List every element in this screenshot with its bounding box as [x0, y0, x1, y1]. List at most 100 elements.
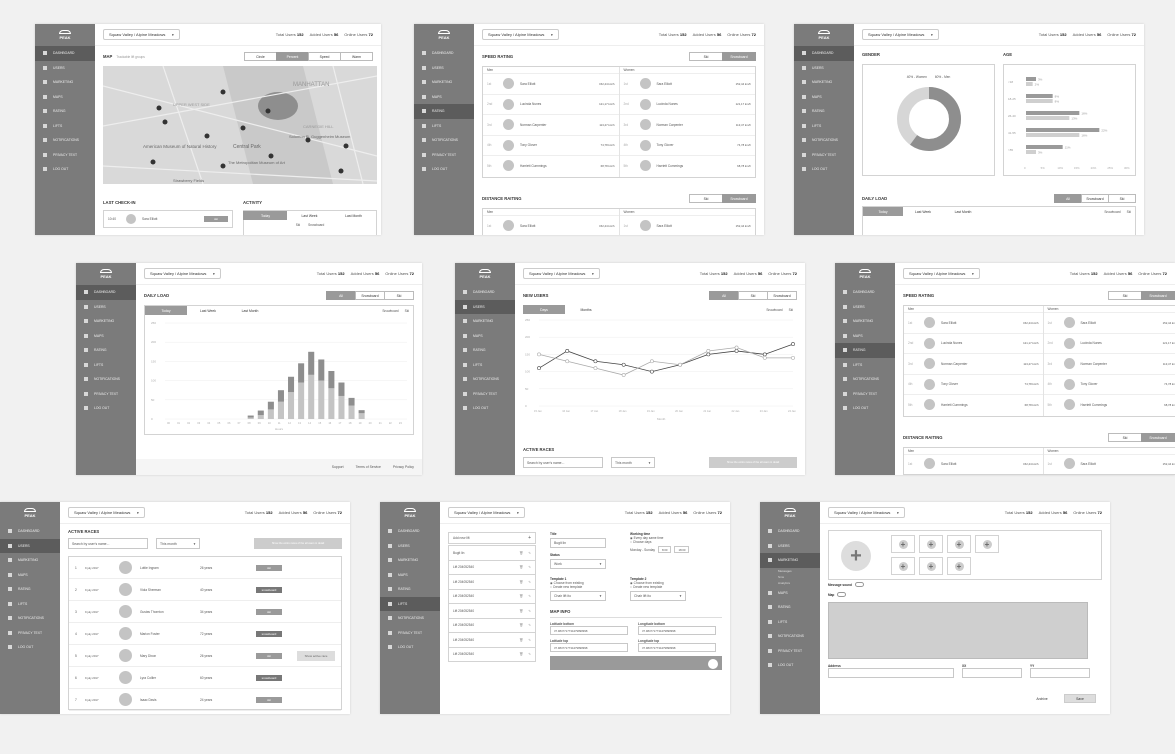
sidebar-sub-analytics[interactable]: Analytics: [778, 580, 791, 585]
sidebar-item-marketing[interactable]: MARKETING: [760, 553, 820, 568]
lift-item[interactable]: Lift 204052540 🗑 ✎: [448, 559, 536, 575]
lift-title-input[interactable]: Bugit lin: [550, 538, 606, 548]
sidebar-item-maps[interactable]: MAPS: [380, 568, 440, 583]
xx-input[interactable]: [962, 668, 1022, 678]
rating-row[interactable]: 3rd Norman Carpenter 113,47 km/h: [483, 114, 619, 135]
sidebar-sub-sms[interactable]: Sms: [778, 574, 784, 579]
resort-select[interactable]: Squaw Valley / Alpine Meadows ▼: [523, 268, 601, 279]
lift-status-select[interactable]: Work ▼: [550, 559, 606, 569]
radio-every-day[interactable]: ◉ Every day same time: [630, 536, 664, 540]
map-tab-percent[interactable]: Percent: [276, 52, 309, 61]
sidebar-item-lifts[interactable]: LIFTS: [76, 358, 136, 373]
yy-input[interactable]: [1030, 668, 1090, 678]
rating-row[interactable]: 3rd Norman Carpenter 113,47 km/h: [1043, 353, 1175, 374]
resort-select[interactable]: Squaw Valley / Alpine Meadows ▼: [144, 268, 222, 279]
sidebar-item-maps[interactable]: MAPS: [35, 90, 95, 105]
archive-button[interactable]: Archive: [1026, 694, 1058, 703]
edit-icon[interactable]: ✎: [528, 652, 531, 657]
distance-toggle-snowboard[interactable]: Snowboard: [722, 194, 756, 203]
checkin-row[interactable]: 10:40 Sara Elliott ski: [103, 210, 233, 228]
sidebar-item-logout[interactable]: LOG OUT: [76, 401, 136, 416]
sidebar-item-users[interactable]: USERS: [794, 61, 854, 76]
sidebar-item-rating[interactable]: RATING: [380, 582, 440, 597]
lat-bottom-input[interactable]: 37.9847717734479898998: [550, 626, 628, 635]
save-button[interactable]: Save: [1064, 694, 1096, 703]
lng-bottom-input[interactable]: 37.9847717734479898998: [638, 626, 716, 635]
sidebar-item-logout[interactable]: LOG OUT: [414, 162, 474, 177]
sidebar-item-lifts[interactable]: LIFTS: [35, 119, 95, 134]
sidebar-item-marketing[interactable]: MARKETING: [76, 314, 136, 329]
nu-period-select[interactable]: This month ▼: [611, 457, 655, 468]
resort-select[interactable]: Squaw Valley / Alpine Meadows ▼: [103, 29, 181, 40]
distance-toggle-ski[interactable]: Ski: [1108, 433, 1142, 442]
add-image-slot[interactable]: +: [891, 557, 915, 575]
rating-row[interactable]: 5th Harriett Cummings 68,78 km/h: [904, 394, 1043, 415]
footer-privacy[interactable]: Privacy Policy: [392, 465, 414, 469]
sidebar-item-privacy[interactable]: PRIVACY TEXT: [760, 644, 820, 659]
lift-map-preview[interactable]: [550, 656, 722, 670]
rating-row[interactable]: 1st Sara Elliott 152,44 km/h: [904, 454, 1043, 472]
rating-row[interactable]: 1st Sara Elliott 152,44 km/h: [619, 73, 755, 94]
sidebar-item-logout[interactable]: LOG OUT: [835, 401, 895, 416]
sidebar-item-notifications[interactable]: NOTIFICATIONS: [76, 372, 136, 387]
nu-toggle-all[interactable]: All: [709, 291, 739, 300]
races-period-select[interactable]: This month ▼: [156, 538, 200, 549]
sidebar-item-privacy[interactable]: PRIVACY TEXT: [0, 626, 60, 641]
dl-tab-week[interactable]: Last Week: [187, 306, 229, 315]
sidebar-item-logout[interactable]: LOG OUT: [794, 162, 854, 177]
rating-toggle-ski[interactable]: Ski: [1108, 291, 1142, 300]
dl-toggle-ski[interactable]: Ski: [384, 291, 414, 300]
sidebar-item-privacy[interactable]: PRIVACY TEXT: [455, 387, 515, 402]
activity-tab-month[interactable]: Last Month: [331, 211, 376, 220]
sidebar-item-users[interactable]: USERS: [35, 61, 95, 76]
sidebar-item-logout[interactable]: LOG OUT: [380, 640, 440, 655]
resort-select[interactable]: Squaw Valley / Alpine Meadows ▼: [862, 29, 940, 40]
load-toggle-ski[interactable]: Ski: [1108, 194, 1136, 203]
edit-icon[interactable]: ✎: [528, 623, 531, 628]
rating-row[interactable]: 1st Sara Elliott 152,44 km/h: [483, 73, 619, 94]
rating-row[interactable]: 2nd Lucinda Nunes 121,17 km/h: [1043, 332, 1175, 354]
sidebar-item-users[interactable]: USERS: [76, 300, 136, 315]
rating-row[interactable]: 2nd Lucinda Nunes 121,17 km/h: [904, 332, 1043, 354]
rating-toggle-snowboard[interactable]: Snowboard: [722, 52, 756, 61]
sidebar-item-rating[interactable]: RATING: [455, 343, 515, 358]
sidebar-item-marketing[interactable]: MARKETING: [35, 75, 95, 90]
address-input[interactable]: [828, 668, 954, 678]
nu-tab-days[interactable]: Days: [523, 305, 565, 314]
table-row[interactable]: 3 9 july 2017 Gustav Thornton 34 years ski: [69, 601, 341, 623]
edit-icon[interactable]: ✎: [528, 637, 531, 642]
sidebar-item-maps[interactable]: MAPS: [835, 329, 895, 344]
sidebar-item-privacy[interactable]: PRIVACY TEXT: [414, 148, 474, 163]
rating-toggle-snowboard[interactable]: Snowboard: [1141, 291, 1175, 300]
sidebar-item-logout[interactable]: LOG OUT: [455, 401, 515, 416]
rating-row[interactable]: 4th Tony Glover 74,78 km/h: [483, 134, 619, 156]
sidebar-item-logout[interactable]: LOG OUT: [0, 640, 60, 655]
sidebar-item-notifications[interactable]: NOTIFICATIONS: [794, 133, 854, 148]
resort-select[interactable]: Squaw Valley / Alpine Meadows ▼: [448, 507, 526, 518]
lift-item[interactable]: Lift 204052540 🗑 ✎: [448, 632, 536, 648]
table-row[interactable]: 4 9 july 2017 Marion Foster 72 years snowboa…: [69, 623, 341, 645]
rating-row[interactable]: 4th Tony Glover 74,78 km/h: [619, 134, 755, 156]
dl-toggle-snowboard[interactable]: Snowboard: [355, 291, 385, 300]
dl-toggle-all[interactable]: All: [326, 291, 356, 300]
lat-top-input[interactable]: 37.9847717734479898998: [550, 643, 628, 652]
message-sound-toggle[interactable]: [854, 582, 864, 587]
time-to-select[interactable]: 18:00: [674, 546, 690, 553]
trash-icon[interactable]: 🗑: [519, 550, 524, 555]
radio-choose-days[interactable]: ○ Choose days: [630, 540, 652, 544]
add-image-slot[interactable]: +: [919, 557, 943, 575]
resort-select[interactable]: Squaw Valley / Alpine Meadows ▼: [482, 29, 560, 40]
sidebar-item-dashboard[interactable]: DASHBOARD: [455, 285, 515, 300]
add-image-slot[interactable]: +: [947, 535, 971, 553]
sidebar-item-marketing[interactable]: MARKETING: [835, 314, 895, 329]
sidebar-item-dashboard[interactable]: DASHBOARD: [794, 46, 854, 61]
sidebar-item-dashboard[interactable]: DASHBOARD: [760, 524, 820, 539]
lift-item[interactable]: Bugit lin 🗑 ✎: [448, 545, 536, 561]
sidebar-item-rating[interactable]: RATING: [835, 343, 895, 358]
sidebar-item-rating[interactable]: RATING: [35, 104, 95, 119]
sidebar-item-users[interactable]: USERS: [835, 300, 895, 315]
edit-icon[interactable]: ✎: [528, 579, 531, 584]
add-image-button[interactable]: +: [841, 541, 871, 571]
nu-toggle-ski[interactable]: Ski: [738, 291, 768, 300]
rating-toggle-ski[interactable]: Ski: [689, 52, 723, 61]
